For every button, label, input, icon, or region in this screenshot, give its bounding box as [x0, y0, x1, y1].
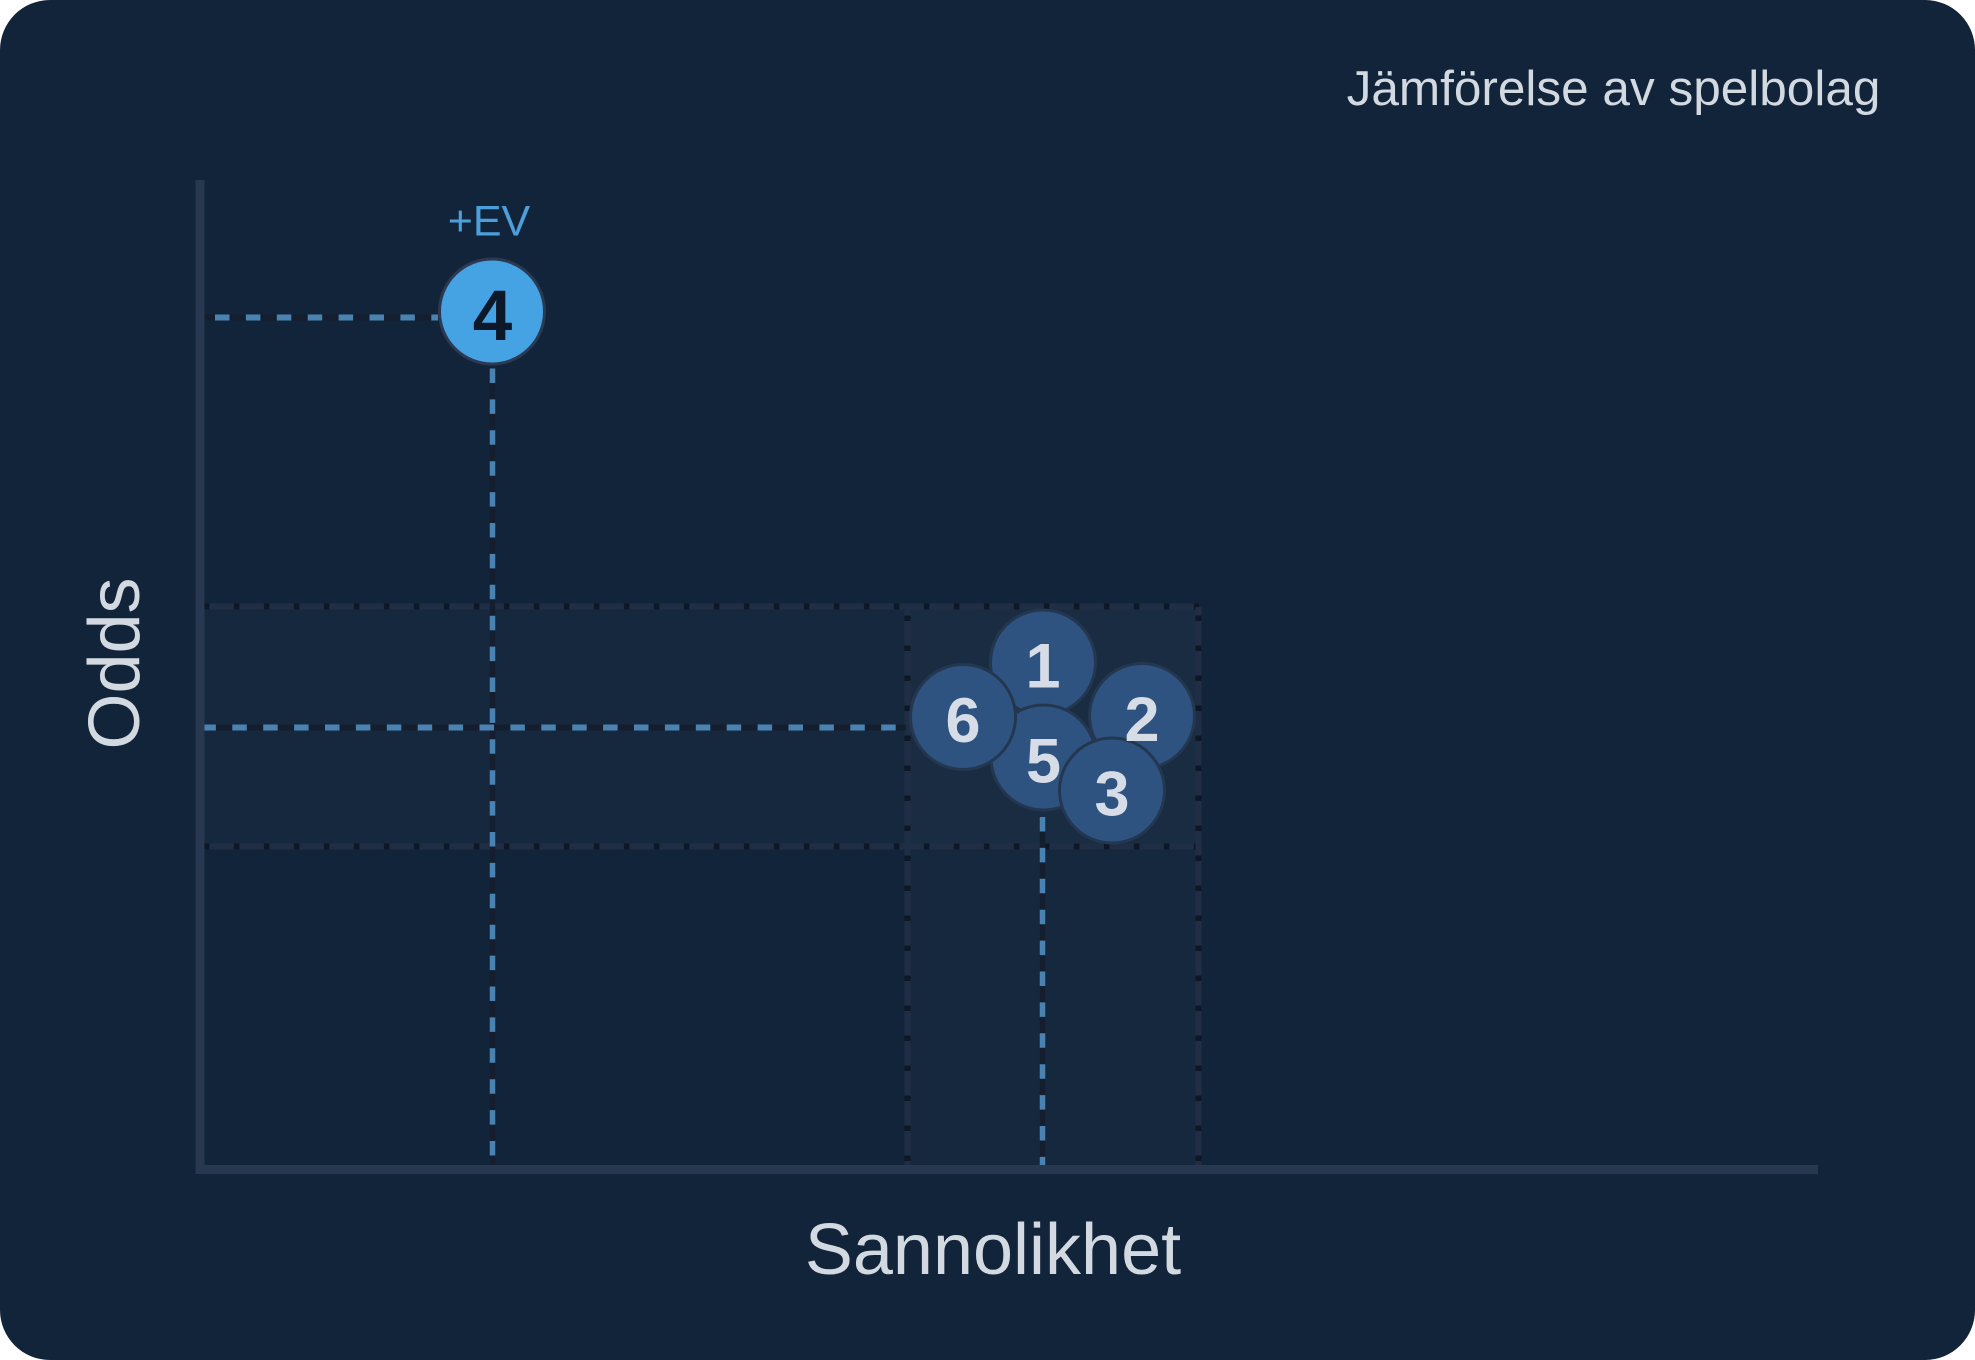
svg-text:Jämförelse av spelbolag: Jämförelse av spelbolag: [1347, 61, 1881, 116]
svg-text:3: 3: [1094, 760, 1129, 830]
svg-text:Odds: Odds: [75, 577, 155, 749]
svg-text:Sannolikhet: Sannolikhet: [805, 1210, 1181, 1290]
svg-text:6: 6: [945, 686, 980, 756]
svg-text:2: 2: [1124, 685, 1159, 755]
svg-text:+EV: +EV: [448, 198, 531, 246]
svg-text:4: 4: [473, 277, 513, 356]
svg-text:1: 1: [1025, 632, 1060, 702]
svg-text:5: 5: [1026, 727, 1061, 797]
